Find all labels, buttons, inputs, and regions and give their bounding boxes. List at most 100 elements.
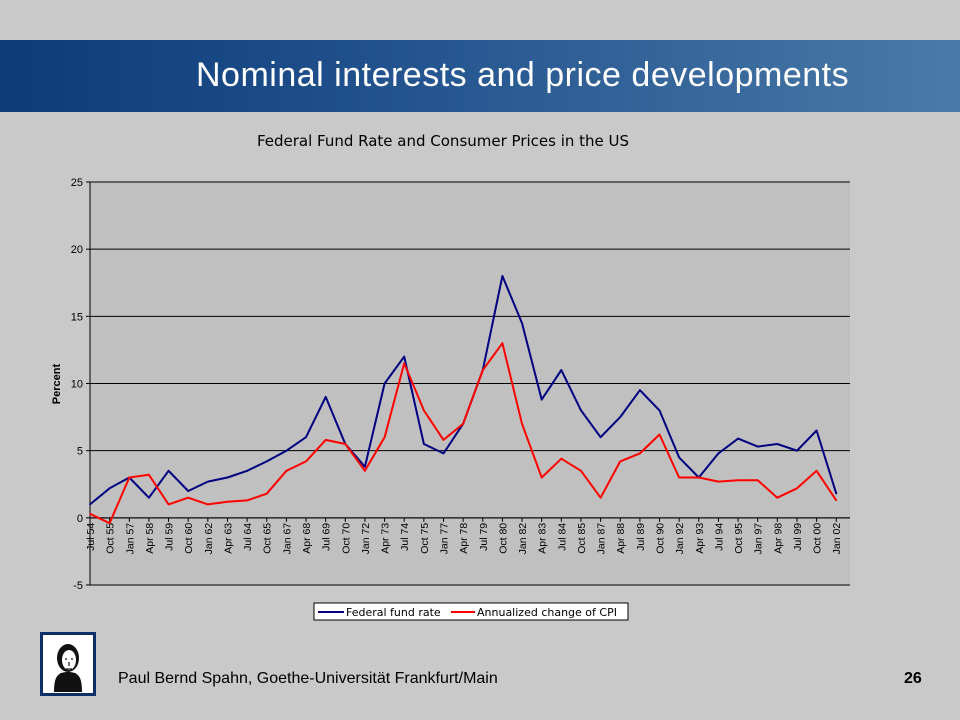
slide-title: Nominal interests and price developments (196, 56, 850, 94)
data-point (697, 476, 700, 479)
x-tick-label: Apr 93 (694, 523, 706, 554)
data-point (717, 452, 720, 455)
x-tick-label: Apr 88 (615, 523, 627, 554)
data-point (265, 492, 268, 495)
data-point (599, 436, 602, 439)
data-point (521, 423, 523, 425)
x-tick-label: Oct 65 (262, 523, 274, 554)
x-tick-label: Jan 67 (281, 523, 293, 555)
data-point (599, 496, 602, 499)
data-point (678, 456, 680, 459)
data-point (835, 492, 838, 495)
data-point (383, 382, 386, 385)
data-point (796, 449, 798, 452)
data-point (481, 369, 484, 371)
x-tick-label: Oct 60 (183, 523, 195, 554)
data-point (678, 476, 680, 479)
data-point (580, 470, 582, 472)
x-tick-label: Jul 59 (164, 523, 176, 551)
data-point (658, 409, 661, 412)
x-tick-label: Apr 98 (772, 523, 784, 554)
x-tick-label: Jan 82 (517, 523, 529, 555)
data-point (383, 436, 386, 439)
y-tick-label: 10 (71, 379, 83, 391)
x-tick-label: Apr 58 (144, 523, 156, 554)
y-tick-label: 15 (71, 311, 83, 323)
x-tick-label: Jan 57 (124, 523, 136, 555)
data-point (403, 355, 406, 358)
x-tick-label: Jul 84 (556, 523, 568, 551)
y-tick-label: 25 (71, 177, 83, 189)
legend: Federal fund rate Annualized change of C… (313, 602, 629, 621)
x-tick-label: Oct 90 (655, 523, 667, 554)
data-point (737, 437, 739, 440)
data-point (540, 476, 543, 479)
chart-title: Federal Fund Rate and Consumer Prices in… (257, 132, 629, 150)
data-point (442, 439, 445, 441)
x-tick-label: Jan 97 (753, 523, 765, 555)
x-tick-label: Oct 70 (340, 523, 352, 554)
data-point (442, 452, 445, 455)
data-point (776, 443, 779, 445)
data-point (403, 362, 406, 365)
data-point (580, 409, 582, 412)
legend-label-fed: Federal fund rate (346, 606, 441, 619)
x-tick-label: Oct 75 (419, 523, 431, 554)
data-point (285, 470, 288, 472)
data-point (226, 476, 229, 479)
x-tick-label: Oct 95 (733, 523, 745, 554)
data-point (207, 503, 209, 506)
data-point (285, 449, 288, 452)
goethe-portrait-icon (40, 632, 96, 696)
data-point (521, 322, 523, 324)
data-point (187, 490, 189, 492)
data-point (619, 416, 622, 418)
data-point (246, 499, 248, 502)
data-point (501, 342, 504, 345)
y-tick-label: 0 (77, 513, 83, 525)
x-tick-label: Apr 78 (458, 523, 470, 554)
data-point (560, 369, 563, 371)
data-point (560, 457, 563, 460)
data-point (639, 452, 641, 455)
y-tick-label: 5 (77, 446, 83, 458)
page-number: 26 (904, 670, 922, 687)
data-point (167, 470, 170, 472)
x-tick-label: Apr 63 (222, 523, 234, 554)
data-point (148, 496, 150, 499)
series-lines (89, 275, 838, 525)
x-tick-labels: Jul 54 Oct 55 Jan 57 Apr 58 Jul 59 Oct 60 Jan … (85, 517, 850, 555)
x-tick-label: Jul 74 (399, 523, 411, 551)
data-point (658, 433, 661, 436)
data-point (265, 460, 268, 463)
x-tick-label: Jan 62 (203, 523, 215, 555)
data-point (717, 480, 720, 483)
data-point (619, 460, 622, 463)
y-tick-label: 20 (71, 244, 83, 256)
data-point (167, 503, 170, 506)
data-point (815, 429, 818, 432)
data-point (305, 460, 307, 463)
x-tick-label: Oct 00 (812, 523, 824, 554)
data-point (501, 275, 504, 277)
data-point (89, 503, 91, 506)
legend-label-cpi: Annualized change of CPI (477, 606, 617, 619)
x-tick-label: Jan 72 (360, 523, 372, 555)
x-tick-label: Jul 89 (635, 523, 647, 551)
data-point (756, 445, 759, 448)
data-point (835, 499, 838, 502)
footer-author: Paul Bernd Spahn, Goethe-Universität Fra… (118, 670, 498, 687)
y-tick-label: -5 (73, 580, 83, 592)
x-tick-label: Jul 64 (242, 523, 254, 551)
data-point (324, 439, 327, 441)
y-axis-label: Percent (51, 363, 63, 404)
legend-cpi-clip: Annualized change of CPI (477, 606, 617, 619)
data-point (207, 480, 209, 483)
data-point (756, 479, 759, 482)
data-point (89, 513, 91, 515)
x-tick-label: Oct 85 (576, 523, 588, 554)
data-point (364, 465, 366, 468)
data-point (423, 443, 425, 445)
x-tick-label: Jan 02 (831, 523, 843, 555)
